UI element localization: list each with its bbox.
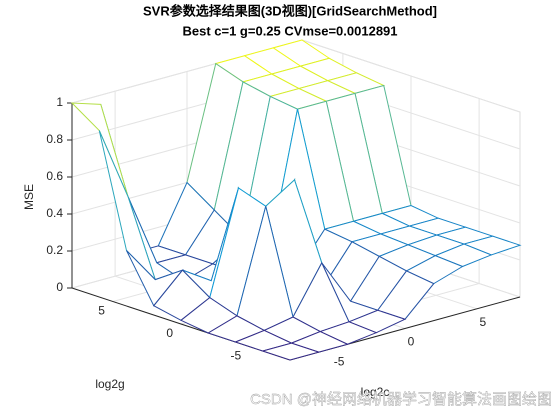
z-tick-label: 1 bbox=[56, 95, 63, 109]
x-tick-label: -5 bbox=[334, 354, 345, 368]
mesh-cell bbox=[261, 342, 321, 361]
z-tick-label: 0.6 bbox=[46, 169, 63, 183]
y-tick-label: 0 bbox=[166, 326, 173, 340]
z-tick-label: 0.4 bbox=[46, 206, 63, 220]
watermark: CSDN @神经网络机器学习智能算法画图绘图 bbox=[250, 390, 552, 408]
y-axis-label: log2g bbox=[95, 377, 124, 391]
z-tick-label: 0 bbox=[56, 280, 63, 294]
z-axis-label: MSE bbox=[22, 184, 36, 210]
y-tick-label: 5 bbox=[98, 304, 105, 318]
z-tick-label: 0.2 bbox=[46, 243, 63, 257]
x-tick-label: 0 bbox=[408, 335, 415, 349]
y-tick-label: -5 bbox=[230, 349, 241, 363]
x-axis-label: log2c bbox=[361, 385, 390, 399]
chart-title: SVR参数选择结果图(3D视图)[GridSearchMethod] bbox=[143, 3, 437, 18]
chart-subtitle: Best c=1 g=0.25 CVmse=0.0012891 bbox=[182, 23, 397, 38]
x-tick-label: 5 bbox=[480, 315, 487, 329]
z-tick-label: 0.8 bbox=[46, 132, 63, 146]
